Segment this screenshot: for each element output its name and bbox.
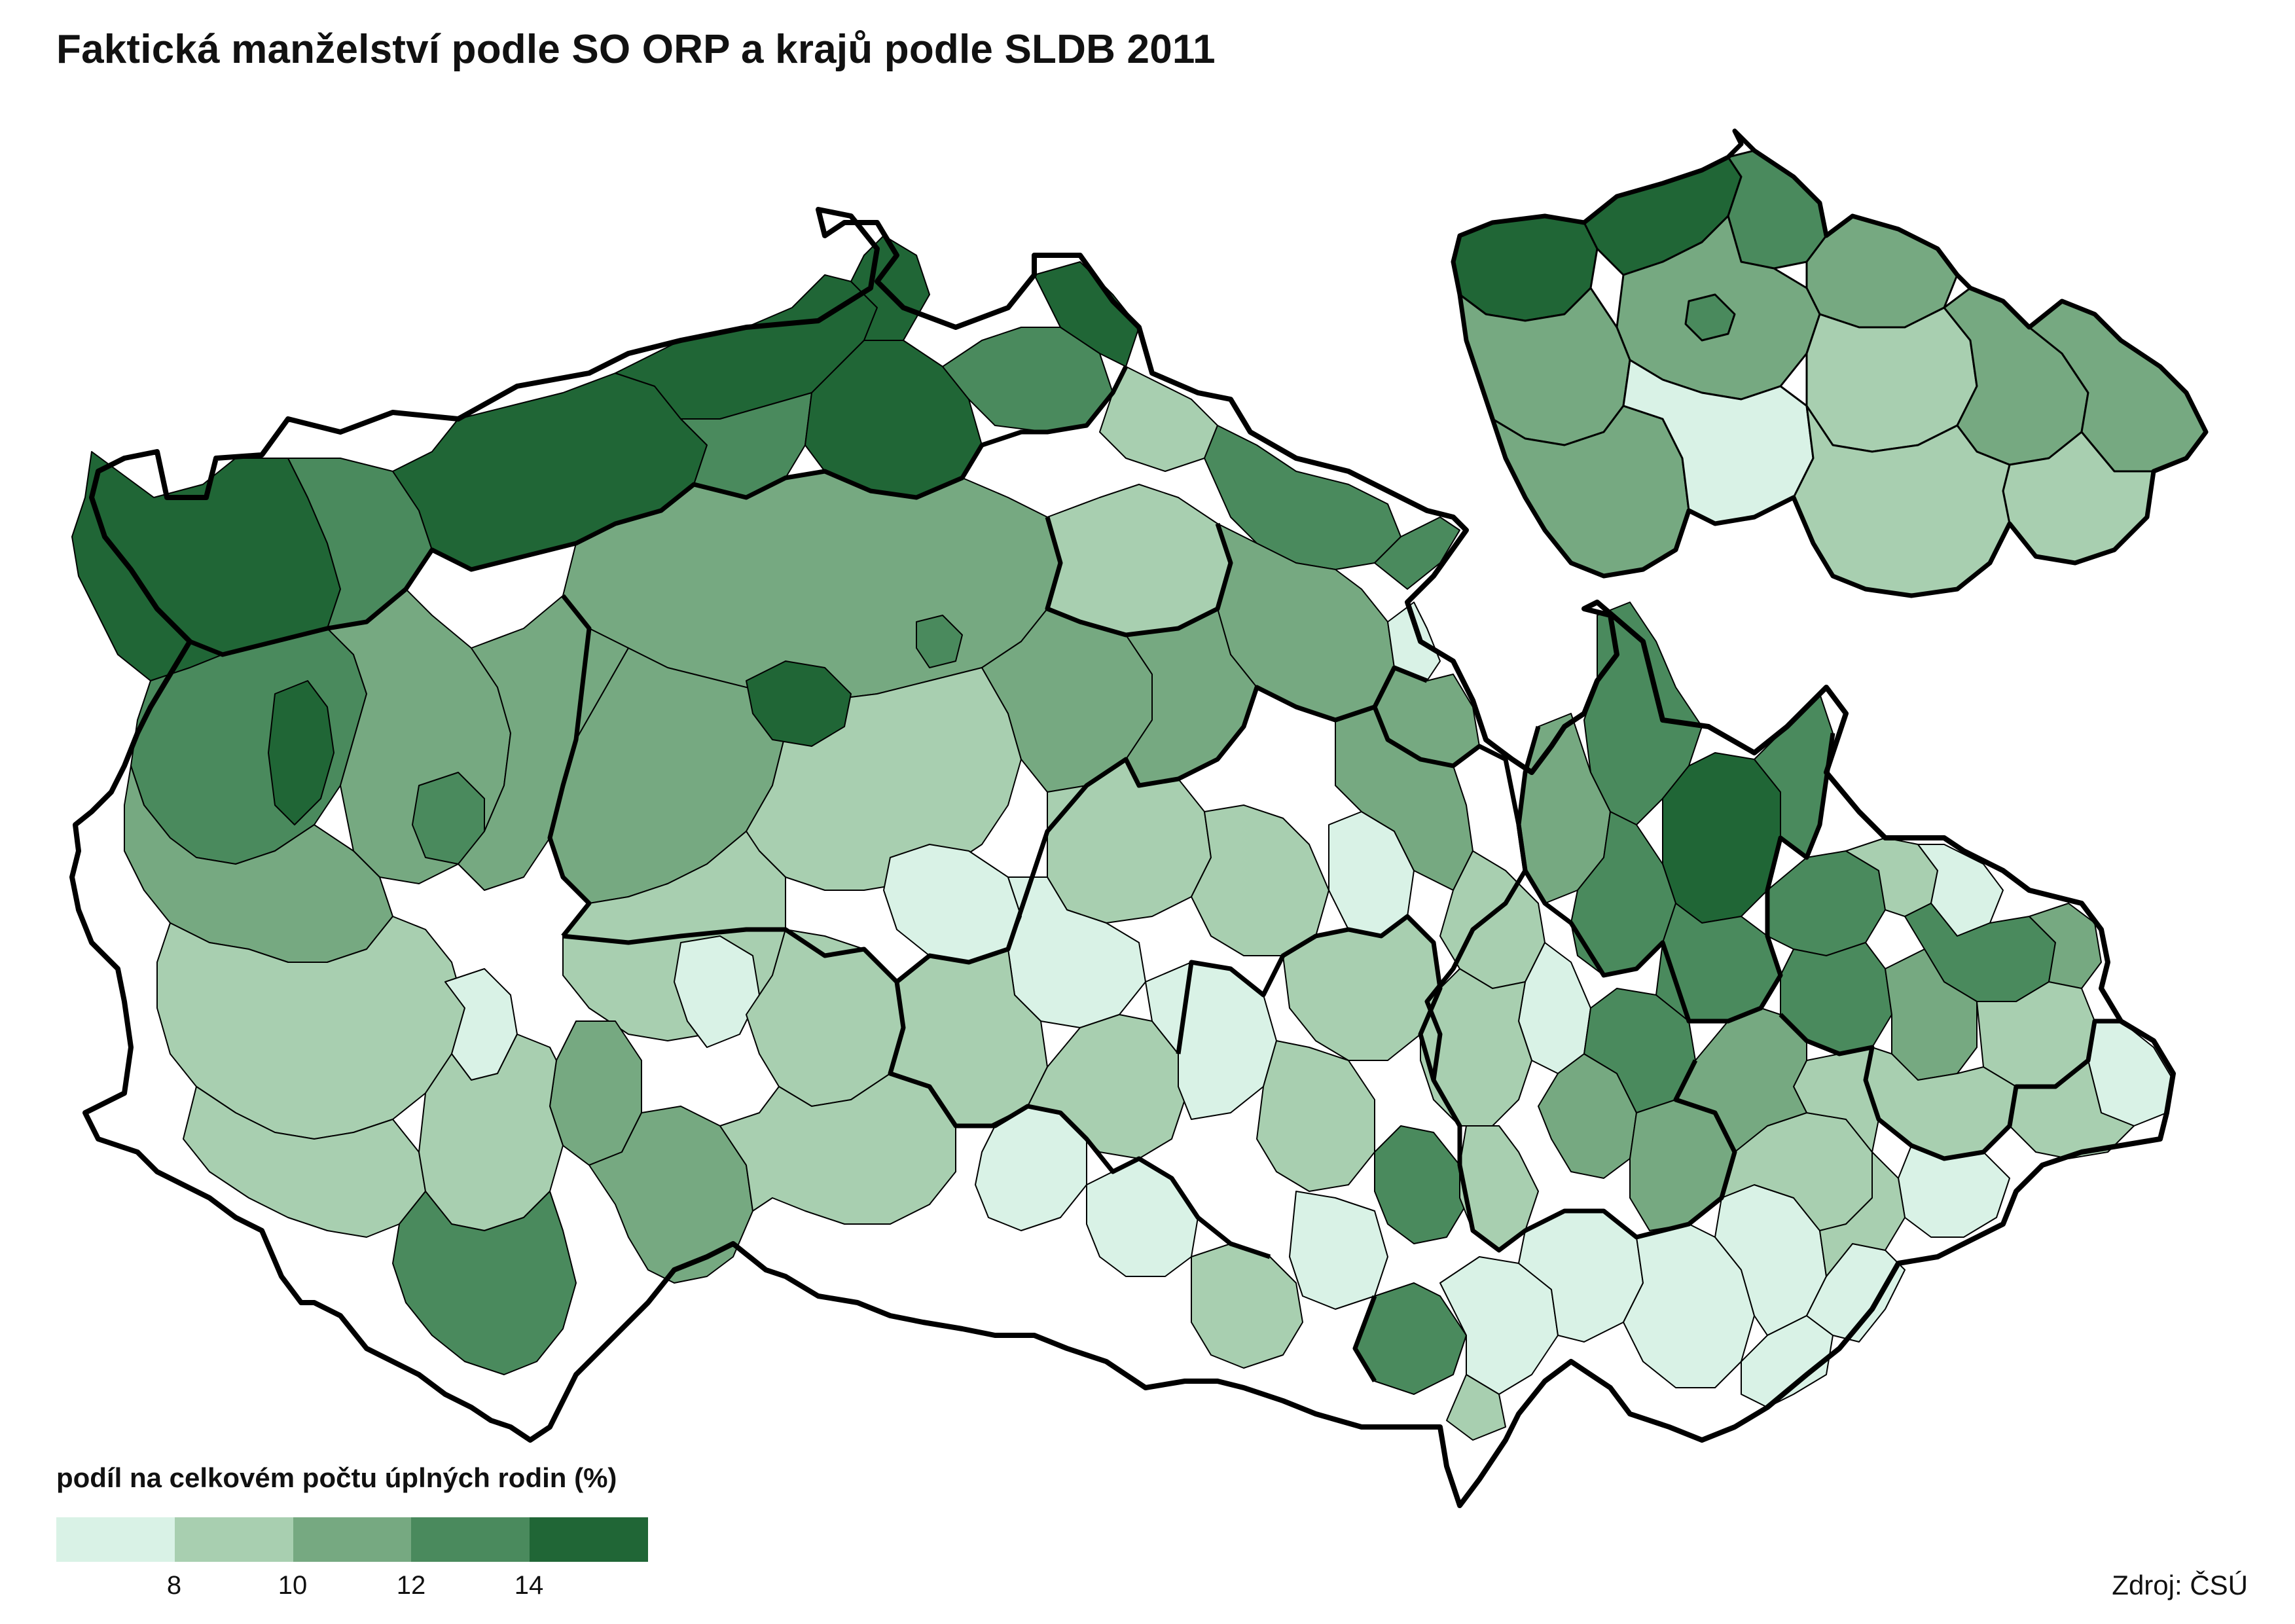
district bbox=[1256, 1040, 1375, 1192]
district bbox=[392, 1191, 577, 1375]
district bbox=[1420, 968, 1532, 1127]
district bbox=[1047, 484, 1231, 636]
country-border bbox=[69, 207, 2176, 1508]
district bbox=[1086, 1158, 1199, 1277]
district bbox=[2029, 903, 2102, 989]
district bbox=[1819, 1151, 1906, 1277]
district bbox=[850, 235, 930, 341]
district bbox=[1191, 804, 1329, 956]
legend-color-scale bbox=[56, 1517, 648, 1562]
district bbox=[1374, 1125, 1467, 1244]
district bbox=[916, 615, 963, 668]
inset-map bbox=[1451, 128, 2209, 598]
legend-swatch-4 bbox=[411, 1517, 530, 1562]
legend-swatch-2 bbox=[174, 1517, 293, 1562]
source-note: Zdroj: ČSÚ bbox=[2112, 1570, 2248, 1600]
district bbox=[268, 680, 334, 825]
district bbox=[1439, 1256, 1559, 1395]
inset-border bbox=[1451, 128, 2209, 598]
district bbox=[719, 1073, 956, 1225]
legend-tick-label: 8 bbox=[166, 1571, 182, 1600]
main-map bbox=[69, 207, 2176, 1508]
map-title: Faktická manželství podle SO ORP a krajů… bbox=[56, 27, 1216, 72]
district bbox=[1446, 1374, 1506, 1441]
district bbox=[588, 1106, 753, 1284]
legend-swatch-5 bbox=[530, 1517, 648, 1562]
district bbox=[1662, 752, 1781, 924]
legend-title: podíl na celkovém počtu úplných rodin (%… bbox=[56, 1462, 617, 1493]
legend-swatch-3 bbox=[293, 1517, 412, 1562]
region bbox=[1684, 293, 1736, 342]
districts bbox=[71, 235, 2174, 1441]
district bbox=[1191, 1243, 1303, 1369]
district bbox=[883, 844, 1022, 963]
district bbox=[674, 935, 760, 1048]
legend-swatch-1 bbox=[56, 1517, 175, 1562]
legend-tick-label: 14 bbox=[514, 1571, 544, 1600]
district bbox=[1767, 850, 1886, 956]
district bbox=[1289, 1191, 1388, 1310]
district bbox=[746, 660, 852, 747]
legend-tick-label: 10 bbox=[278, 1571, 308, 1600]
region-borders bbox=[189, 365, 2121, 1382]
legend-tick-label: 12 bbox=[396, 1571, 426, 1600]
